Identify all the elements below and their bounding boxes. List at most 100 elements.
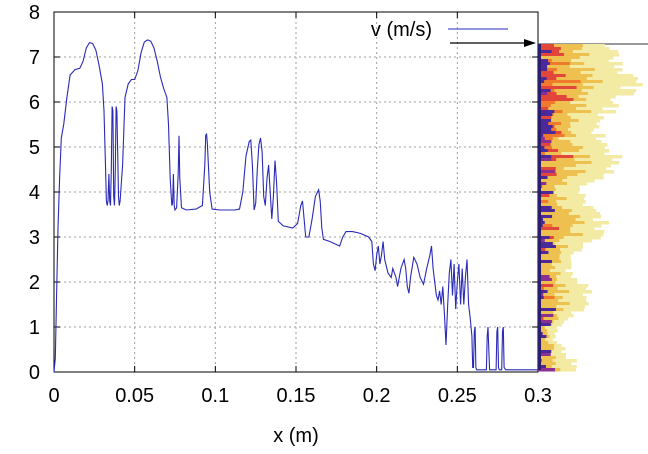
image-band-pale [538, 263, 572, 267]
image-band-orange [538, 80, 581, 84]
y-tick-label: 8 [29, 2, 40, 24]
image-band-purple [538, 278, 552, 282]
image-band-purple [538, 365, 547, 369]
y-tick-label: 3 [29, 227, 40, 249]
image-band-purple [538, 119, 552, 123]
image-band-yellow [538, 332, 548, 336]
image-band-yellow [538, 248, 560, 252]
image-band-purple [538, 182, 547, 186]
image-band-yellow [538, 146, 583, 150]
image-band-yellow [538, 104, 587, 108]
image-band-purple [538, 131, 556, 135]
image-band-yellow [538, 83, 583, 87]
image-band-purple [538, 62, 550, 66]
image-band-orange [538, 200, 549, 204]
image-band-purple [538, 314, 554, 318]
image-band-orange [538, 149, 559, 153]
image-band-purple [538, 260, 552, 264]
image-band-purple [538, 242, 553, 246]
image-band-pale [538, 77, 638, 81]
image-band-pale [538, 59, 609, 63]
image-band-yellow [538, 224, 573, 228]
image-band-pale [538, 152, 605, 156]
image-band-orange [538, 47, 561, 51]
image-band-purple [538, 59, 548, 63]
x-tick-label: 0.05 [115, 385, 154, 407]
image-band-pale [538, 200, 586, 204]
image-band-pale [538, 338, 554, 342]
image-band-orange [538, 284, 554, 288]
image-band-orange [538, 116, 552, 120]
image-band-yellow [538, 329, 548, 333]
image-band-yellow [538, 299, 559, 303]
image-band-yellow [538, 230, 571, 234]
image-band-yellow [538, 143, 573, 147]
axis-ticks: 0 0.05 0.1 0.15 0.2 0.25 0.3 0 1 2 3 4 5 6 7 8 [29, 2, 552, 407]
image-band-purple [538, 275, 550, 279]
image-band-pale [538, 137, 596, 141]
legend-label: v (m/s) [371, 19, 432, 41]
image-band-yellow [538, 218, 576, 222]
image-band-yellow [538, 209, 572, 213]
series-line-velocity [53, 39, 538, 373]
image-band-orange [538, 68, 557, 72]
image-band-purple [538, 68, 548, 72]
image-band-yellow [538, 347, 554, 351]
image-band-yellow [538, 272, 561, 276]
image-band-pale [538, 278, 578, 282]
image-band-pale [538, 176, 604, 180]
y-tick-label: 2 [29, 272, 40, 294]
image-band-yellow [538, 173, 578, 177]
arrow-head [524, 39, 536, 47]
image-band-yellow [538, 356, 556, 360]
image-band-purple [538, 245, 556, 249]
image-band-orange [538, 143, 551, 147]
image-band-pale [538, 293, 583, 297]
image-band-pale [538, 167, 607, 171]
image-band-yellow [538, 119, 579, 123]
image-band-yellow [538, 44, 583, 48]
image-band-orange [538, 296, 555, 300]
image-band-pale [538, 65, 615, 69]
image-band-purple [538, 89, 551, 93]
image-band-pale [538, 143, 608, 147]
image-band-pale [538, 113, 598, 117]
image-band-purple [538, 65, 548, 69]
image-band-yellow [538, 116, 571, 120]
image-band-purple [538, 77, 547, 81]
image-band-pale [538, 239, 593, 243]
image-band-pale [538, 206, 594, 210]
image-band-orange [538, 287, 545, 291]
image-band-purple [538, 350, 552, 354]
image-band-purple [538, 137, 545, 141]
image-band-yellow [538, 251, 562, 255]
image-band-pale [538, 299, 587, 303]
image-band-orange [538, 104, 551, 108]
image-band-yellow [538, 266, 556, 270]
image-band-yellow [538, 149, 580, 153]
image-band-pale [538, 359, 577, 363]
image-band-purple [538, 290, 548, 294]
y-tick-label: 6 [29, 92, 40, 114]
image-band-purple [538, 206, 552, 210]
image-band-yellow [538, 287, 558, 291]
image-band-pale [538, 101, 613, 105]
image-band-yellow [538, 59, 572, 63]
image-band-pale [538, 50, 619, 54]
image-band-purple [538, 122, 549, 126]
image-band-purple [538, 80, 545, 84]
image-band-yellow [538, 305, 557, 309]
image-band-pale [538, 365, 577, 369]
image-band-orange [538, 44, 554, 48]
image-band-yellow [538, 68, 595, 72]
image-band-yellow [538, 221, 585, 225]
image-band-purple [538, 140, 552, 144]
image-band-purple [538, 128, 552, 132]
y-tick-label: 7 [29, 47, 40, 69]
image-band-orange [538, 86, 577, 90]
legend: v (m/s) [371, 19, 508, 41]
image-band-pale [538, 203, 583, 207]
image-band-purple [538, 236, 550, 240]
image-band-purple [538, 146, 545, 150]
image-band-purple [538, 215, 553, 219]
